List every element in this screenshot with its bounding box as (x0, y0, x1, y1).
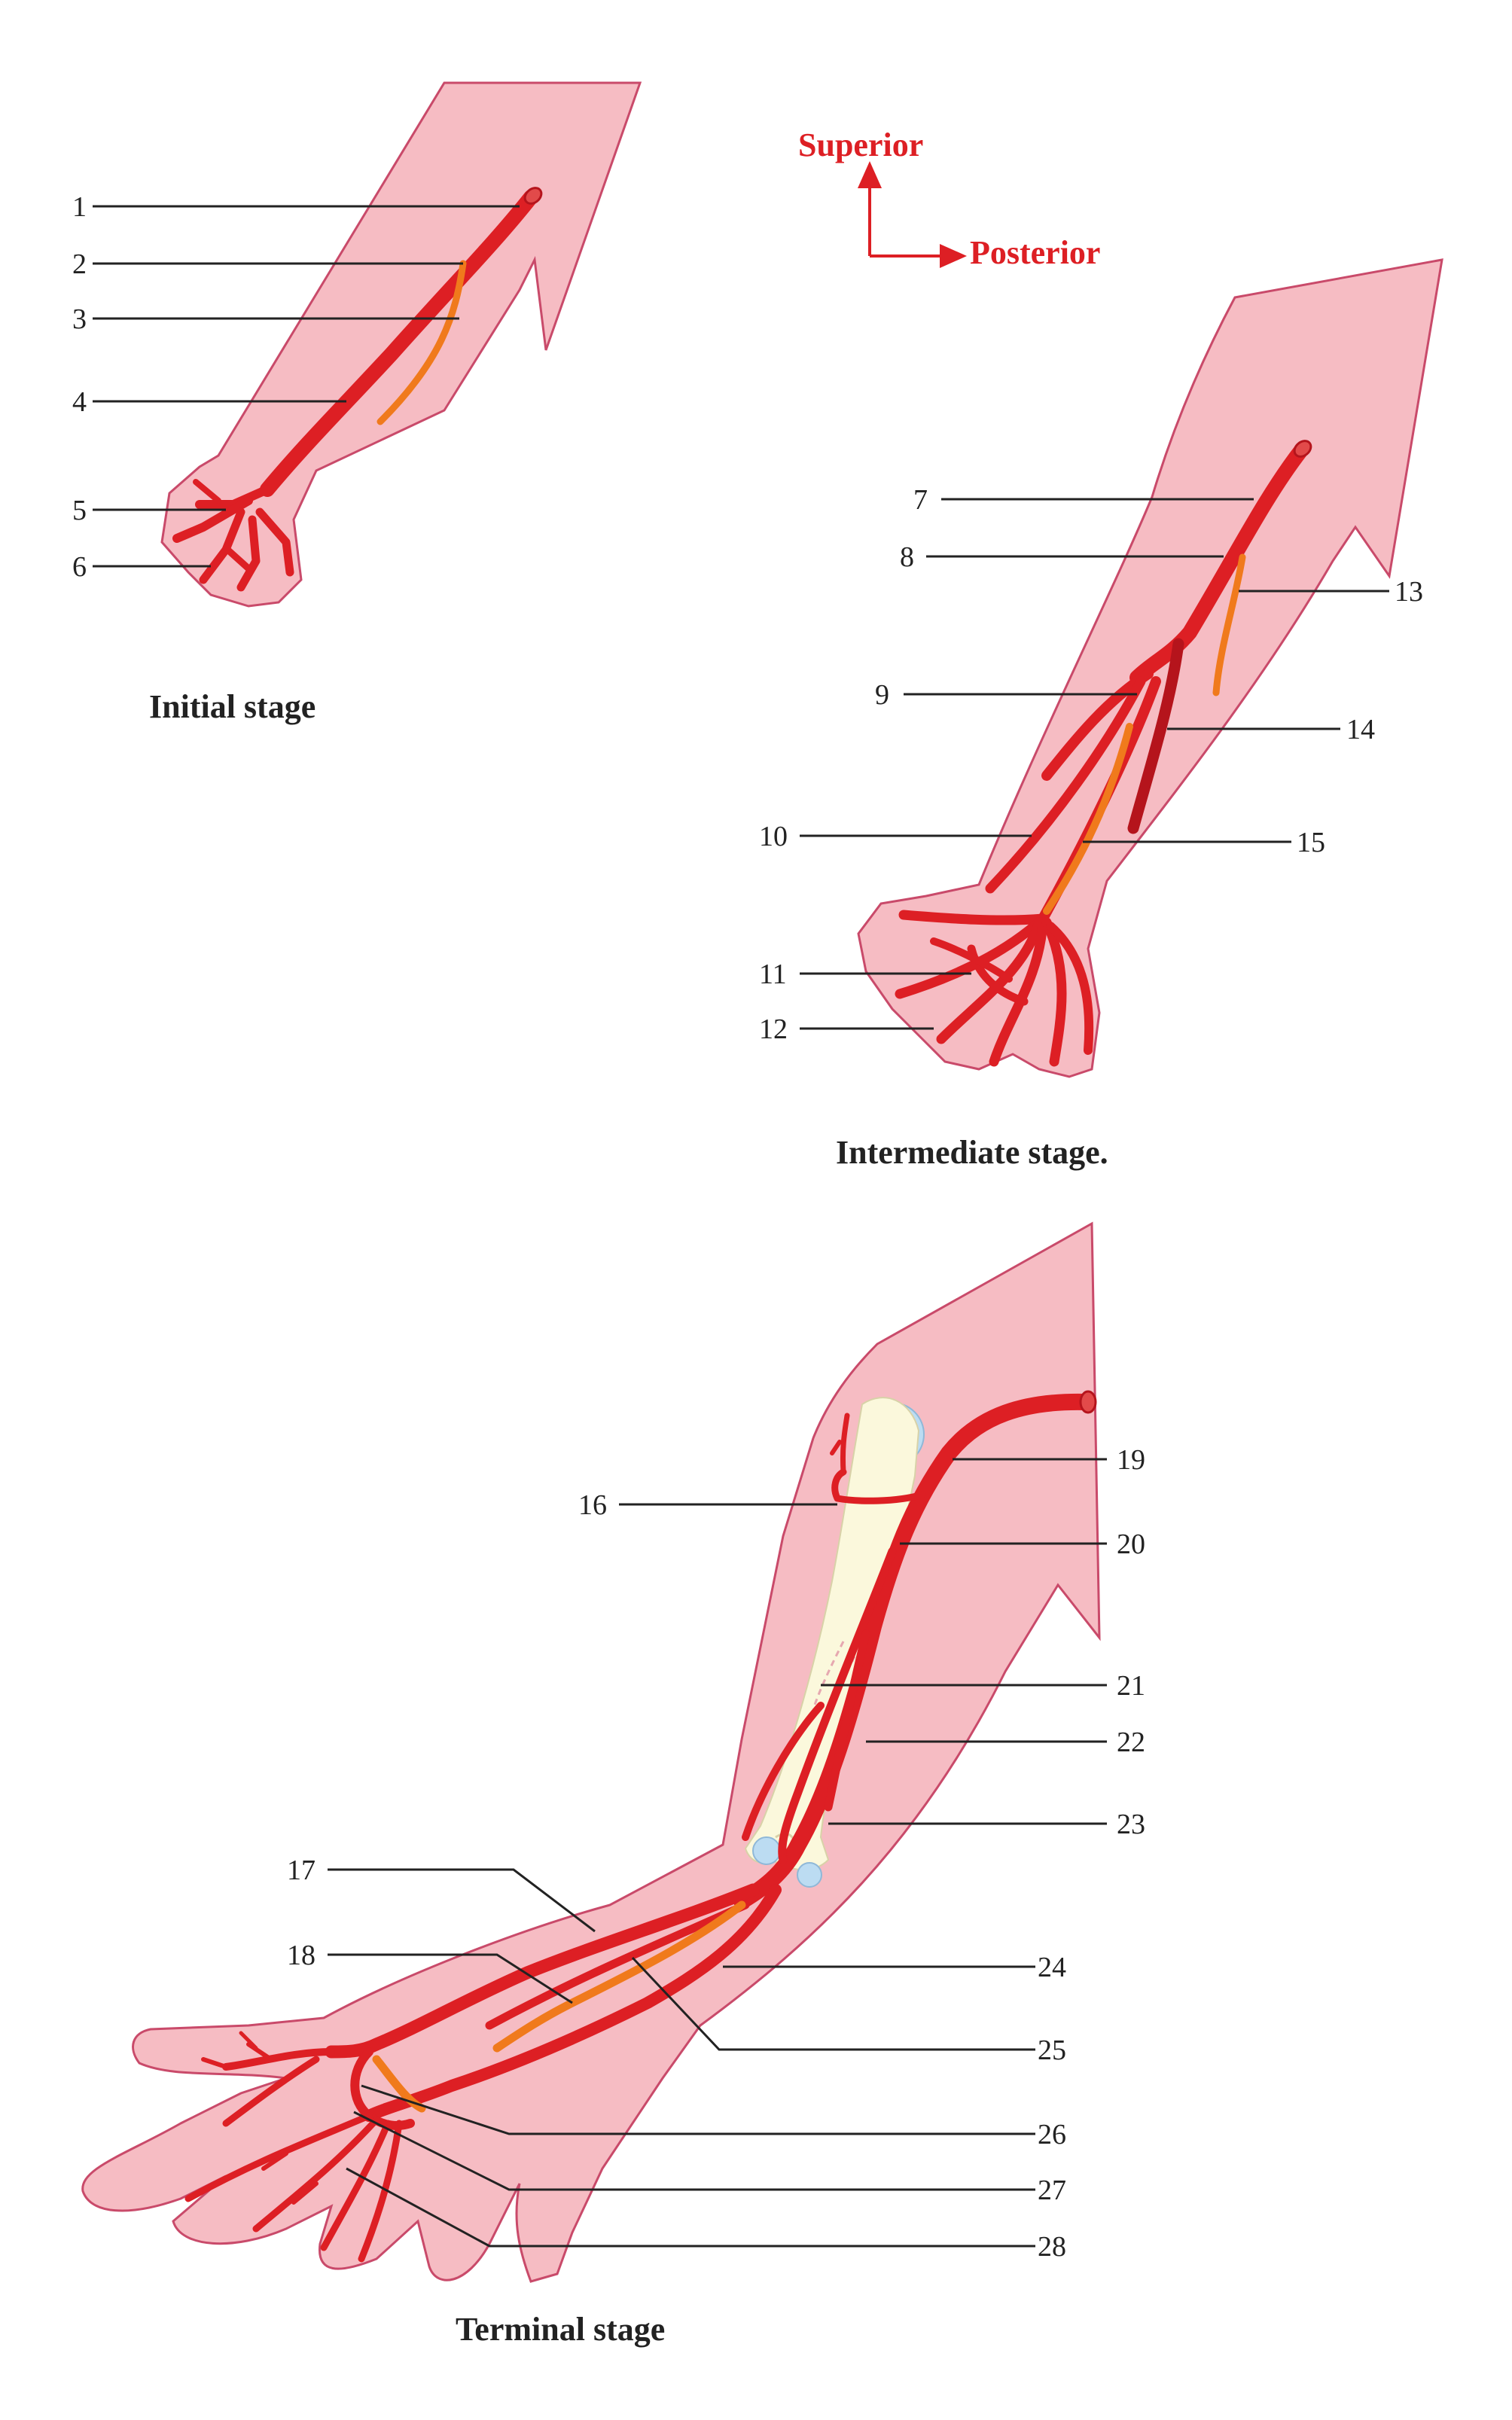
label-15: 15 (1297, 827, 1325, 858)
intermediate-stage-panel: 7 8 9 10 11 12 13 14 15 Intermediate sta… (759, 260, 1442, 1171)
intermediate-stage-caption: Intermediate stage. (836, 1134, 1108, 1171)
terminal-stage-caption: Terminal stage (456, 2311, 665, 2348)
label-28: 28 (1038, 2231, 1066, 2263)
label-24: 24 (1038, 1952, 1066, 1983)
label-18: 18 (287, 1940, 316, 1971)
label-23: 23 (1117, 1809, 1145, 1840)
orientation-axes: Superior Posterior (798, 126, 1100, 271)
label-16: 16 (578, 1489, 607, 1521)
label-20: 20 (1117, 1529, 1145, 1560)
label-7: 7 (913, 484, 928, 516)
terminal-arm-outline (83, 1224, 1099, 2281)
trochlea-cartilage (797, 1863, 822, 1887)
initial-stage-panel: 1 2 3 4 5 6 Initial stage (72, 83, 640, 725)
label-12: 12 (759, 1013, 788, 1045)
initial-stage-caption: Initial stage (149, 688, 316, 725)
label-25: 25 (1038, 2034, 1066, 2066)
label-2: 2 (72, 248, 87, 280)
label-10: 10 (759, 821, 788, 852)
label-4: 4 (72, 386, 87, 418)
label-8: 8 (900, 541, 914, 573)
intermediate-artery-tree (900, 450, 1301, 1062)
label-3: 3 (72, 303, 87, 335)
label-9: 9 (875, 679, 889, 711)
label-1: 1 (72, 191, 87, 223)
label-19: 19 (1117, 1444, 1145, 1476)
label-13: 13 (1395, 576, 1423, 608)
label-14: 14 (1346, 714, 1375, 745)
terminal-artery-cut-end (1081, 1391, 1096, 1413)
label-11: 11 (759, 959, 787, 990)
label-22: 22 (1117, 1727, 1145, 1758)
capitulum-cartilage (753, 1837, 780, 1864)
label-26: 26 (1038, 2119, 1066, 2150)
superior-label: Superior (798, 126, 923, 163)
label-5: 5 (72, 495, 87, 526)
posterior-label: Posterior (970, 234, 1100, 271)
terminal-stage-panel: 16 17 18 19 20 21 22 23 24 25 26 27 28 T… (83, 1224, 1145, 2348)
label-21: 21 (1117, 1670, 1145, 1702)
label-27: 27 (1038, 2175, 1066, 2206)
label-6: 6 (72, 551, 87, 583)
label-17: 17 (287, 1855, 316, 1886)
